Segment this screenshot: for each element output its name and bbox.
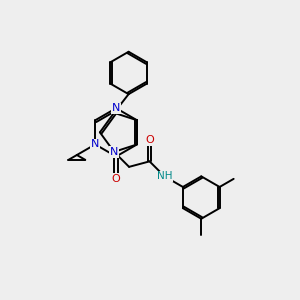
Text: O: O	[145, 135, 154, 145]
Text: N: N	[91, 140, 99, 149]
Text: O: O	[112, 174, 121, 184]
Text: N: N	[110, 147, 118, 157]
Text: N: N	[112, 103, 120, 113]
Text: NH: NH	[157, 171, 172, 182]
